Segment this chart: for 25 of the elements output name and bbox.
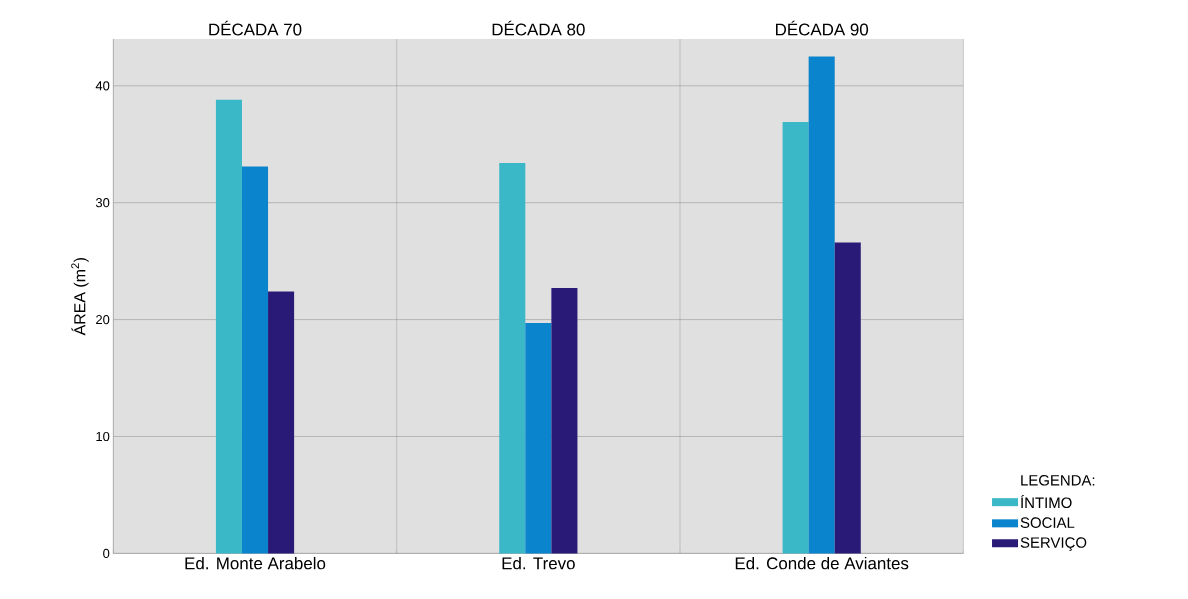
x-tick-label: Ed. Trevo bbox=[502, 556, 575, 570]
y-tick-label: 10 bbox=[96, 431, 110, 442]
bar bbox=[782, 122, 809, 554]
legend-label: SERVIÇO bbox=[1020, 537, 1087, 551]
legend-label: ÍNTIMO bbox=[1021, 494, 1072, 509]
bar bbox=[808, 56, 835, 554]
y-tick-label: 30 bbox=[95, 198, 110, 208]
bar bbox=[499, 162, 526, 554]
legend-title: LEGENDA: bbox=[1021, 475, 1095, 486]
bar bbox=[241, 166, 269, 554]
text: DÉCADA 90 bbox=[776, 20, 869, 36]
legend-label: SOCIAL bbox=[1020, 517, 1075, 528]
bar bbox=[215, 99, 242, 554]
bar bbox=[551, 288, 578, 554]
text: DÉCADA 70 bbox=[209, 20, 302, 36]
bar bbox=[268, 291, 295, 554]
x-tick-label: Ed. Monte Arabelo bbox=[185, 556, 326, 570]
y-tick-label: 20 bbox=[96, 315, 110, 325]
y-tick-label: 0 bbox=[103, 548, 110, 558]
y-axis-title: ÁREA (m$^{2}$) bbox=[71, 258, 89, 336]
bar bbox=[834, 242, 861, 554]
x-tick-label: Ed. Conde de Aviantes bbox=[735, 556, 909, 570]
bar bbox=[525, 323, 552, 554]
text: DÉCADA 80 bbox=[492, 20, 585, 36]
y-tick-label: 40 bbox=[95, 81, 110, 91]
